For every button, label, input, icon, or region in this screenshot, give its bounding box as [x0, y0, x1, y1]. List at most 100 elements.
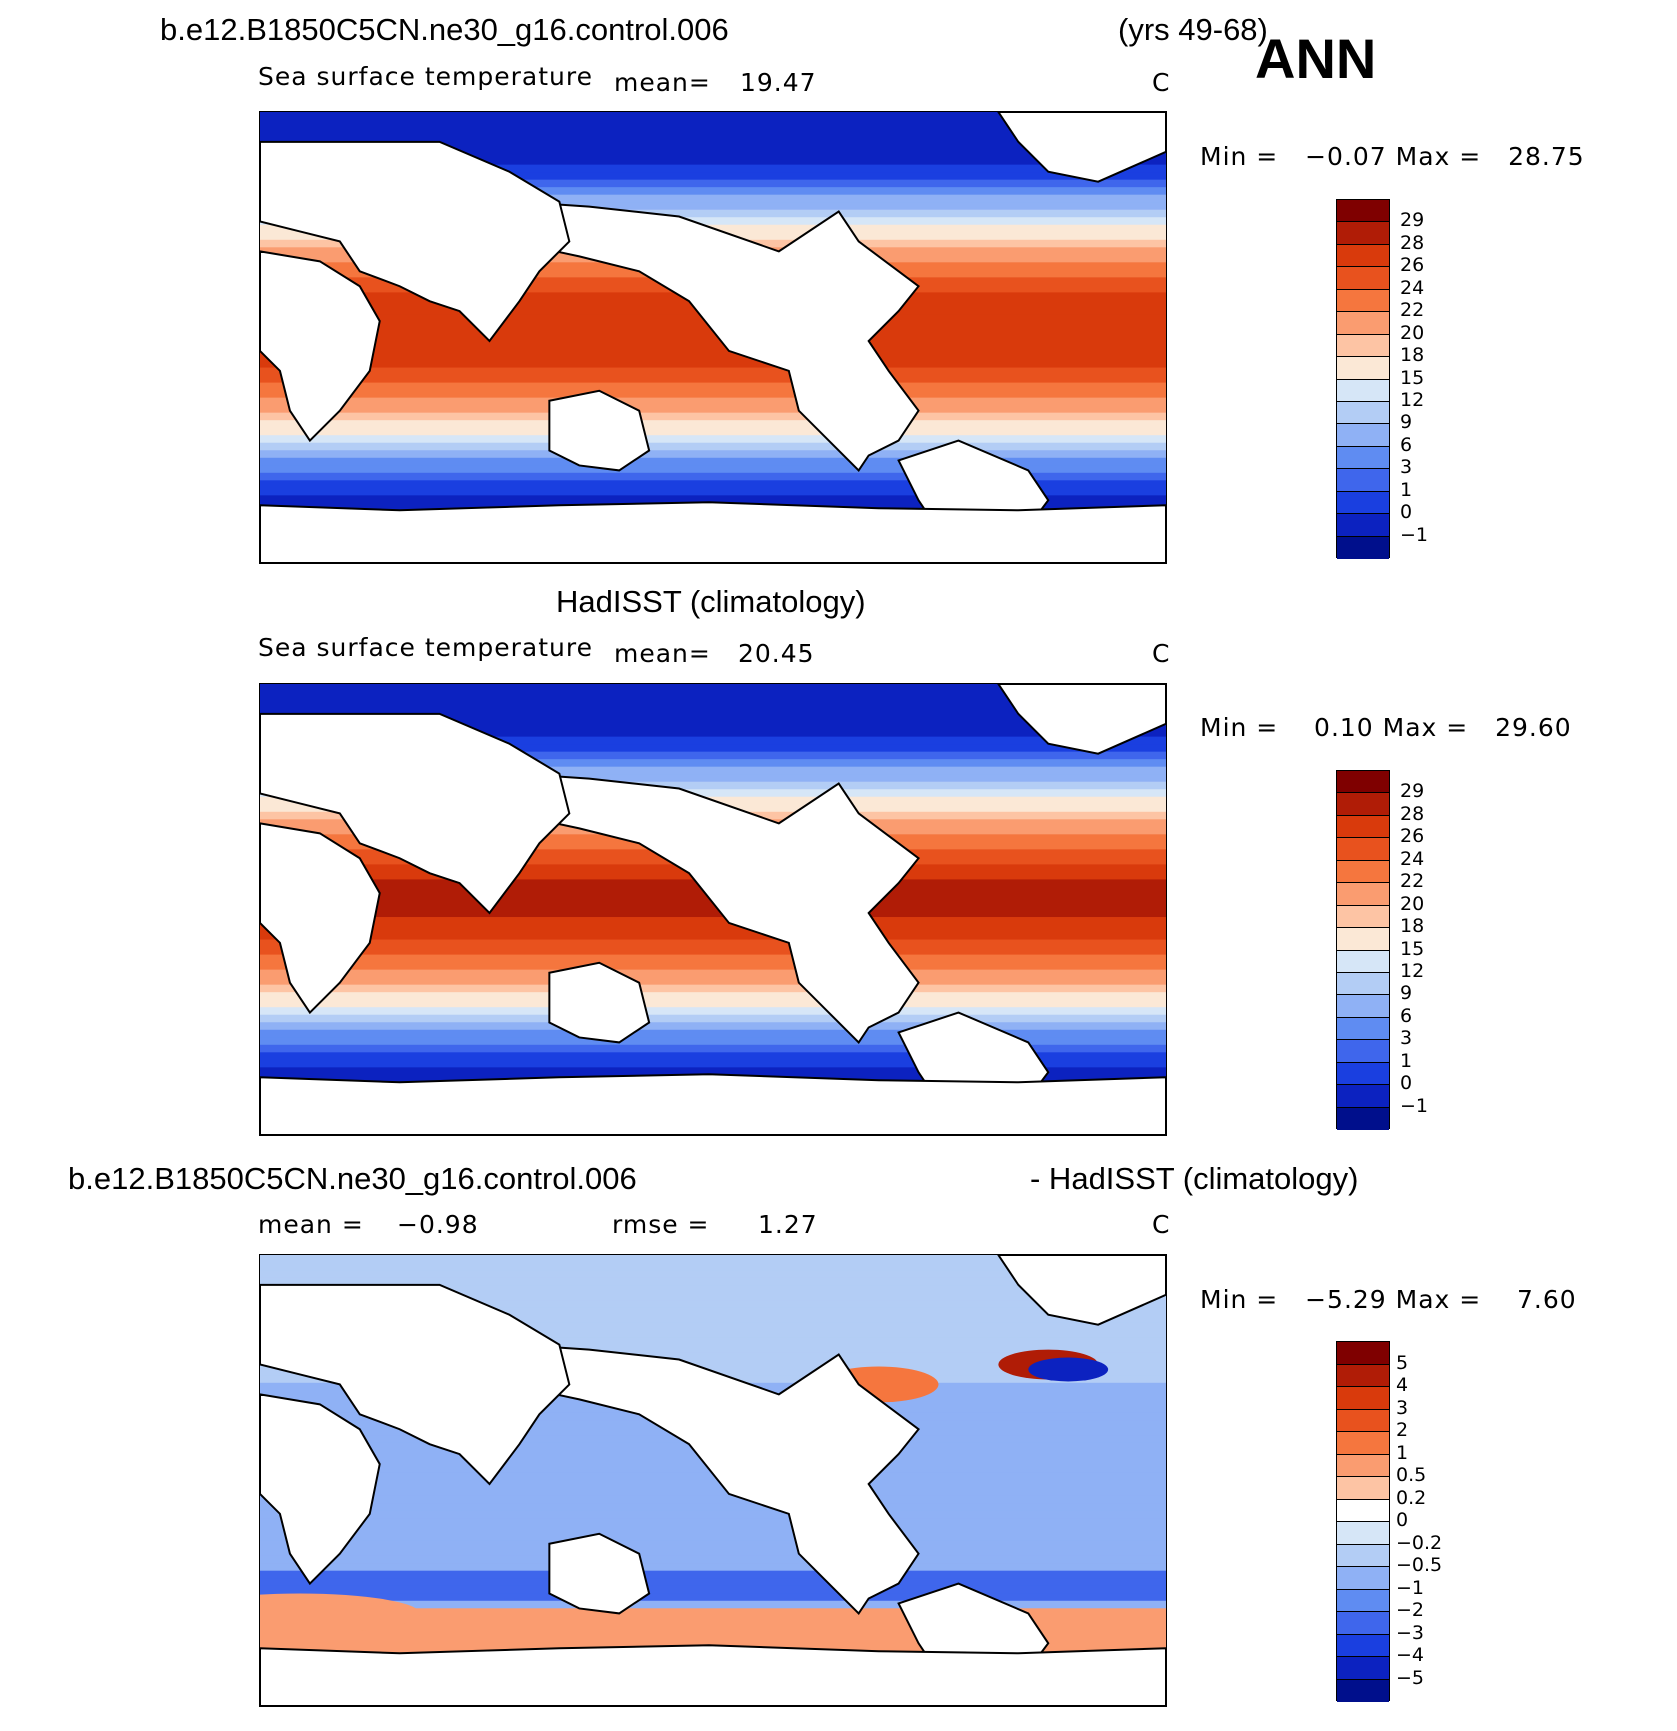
colorbar-swatch	[1337, 200, 1389, 223]
colorbar-tick-label: 29	[1400, 209, 1425, 232]
colorbar-swatch	[1337, 860, 1389, 884]
case-title: b.e12.B1850C5CN.ne30_g16.control.006	[160, 12, 729, 47]
field-band	[260, 142, 1166, 151]
colorbar-tick-label: 9	[1400, 411, 1413, 434]
colorbar-tick-label: 0.5	[1396, 1464, 1427, 1486]
field-band	[260, 1472, 1166, 1482]
colorbar-tick-label: 6	[1400, 1004, 1413, 1027]
panel-diff-mean-label: mean =	[258, 1210, 364, 1239]
colorbar-swatch	[1337, 469, 1389, 492]
colorbar-swatch	[1337, 334, 1389, 358]
colorbar-swatch	[1337, 838, 1389, 861]
colorbar-swatch	[1337, 222, 1389, 245]
field-band	[260, 112, 1166, 121]
field-band	[260, 1285, 1166, 1294]
land-mass	[548, 389, 651, 472]
field-band	[260, 1330, 1166, 1339]
field-band	[260, 924, 1166, 934]
colorbar-tick-label: −0.2	[1396, 1531, 1443, 1554]
field-band	[260, 721, 1166, 731]
field-band	[260, 1570, 1166, 1580]
field-band	[260, 939, 1166, 949]
field-band	[260, 1495, 1166, 1505]
colorbar-tick-label: 22	[1400, 870, 1425, 893]
colorbar-tick-label: 2	[1396, 1419, 1409, 1441]
colorbar-tick-label: 3	[1400, 456, 1413, 479]
colorbar-swatch	[1337, 1477, 1389, 1500]
colorbar-swatch	[1337, 1634, 1389, 1657]
field-band	[260, 1548, 1166, 1557]
colorbar-swatch	[1337, 401, 1389, 425]
field-band	[260, 1044, 1166, 1054]
field-band	[260, 119, 1166, 129]
land-mass	[260, 1393, 381, 1586]
colorbar-tick-label: −3	[1396, 1621, 1425, 1644]
colorbar-diff	[1336, 1341, 1390, 1702]
field-band	[260, 699, 1166, 708]
field-band	[260, 1510, 1166, 1520]
colorbar-tick-label: 1	[1396, 1441, 1409, 1464]
colorbar-swatch	[1337, 928, 1389, 951]
field-band	[260, 1022, 1166, 1031]
land-mass	[997, 112, 1166, 183]
field-band	[260, 420, 1166, 429]
field-band	[260, 1540, 1166, 1550]
field-band	[260, 1067, 1166, 1076]
colorbar-tick-label: 5	[1396, 1351, 1409, 1374]
field-band	[260, 134, 1166, 144]
field-band	[260, 984, 1166, 994]
panel-diff-units: C	[1152, 1210, 1171, 1239]
field-band	[260, 390, 1166, 399]
field-band	[260, 1623, 1166, 1632]
colorbar-swatch	[1337, 1612, 1389, 1635]
field-band	[260, 352, 1166, 362]
field-band	[260, 405, 1166, 414]
panel-diff-minmax: Min = −5.29 Max = 7.60	[1200, 1285, 1577, 1314]
field-band	[260, 1300, 1166, 1309]
panel-model-variable: Sea surface temperature	[258, 62, 593, 91]
map-obs	[259, 683, 1167, 1136]
land-mass	[438, 767, 920, 1044]
field-band	[260, 1292, 1166, 1302]
colorbar-tick-label: 4	[1396, 1374, 1409, 1396]
land-mass	[438, 1338, 920, 1615]
colorbar-swatch	[1337, 379, 1389, 402]
field-band	[260, 179, 1166, 189]
field-band	[260, 375, 1166, 384]
field-band	[260, 345, 1166, 354]
field-band	[260, 751, 1166, 761]
field-band	[260, 1029, 1166, 1039]
field-band	[260, 1337, 1166, 1347]
colorbar-tick-label: 0	[1400, 1072, 1413, 1095]
field-band	[260, 367, 1166, 377]
land-mass	[260, 140, 571, 343]
field-band	[260, 1345, 1166, 1354]
field-band	[260, 1585, 1166, 1595]
colorbar-swatch	[1337, 1040, 1389, 1063]
colorbar-swatch	[1337, 1544, 1389, 1567]
field-band	[260, 736, 1166, 746]
field-band	[260, 450, 1166, 459]
field-band	[260, 194, 1166, 204]
colorbar-swatch	[1337, 514, 1389, 537]
colorbar-swatch	[1337, 1657, 1389, 1680]
colorbar-swatch	[1337, 536, 1389, 559]
field-band	[260, 706, 1166, 716]
season-label: ANN	[1255, 27, 1377, 90]
colorbar-swatch	[1337, 446, 1389, 470]
field-band	[260, 977, 1166, 986]
colorbar-tick-label: 26	[1400, 825, 1425, 848]
field-band	[260, 766, 1166, 776]
colorbar-swatch	[1337, 1085, 1389, 1108]
field-band	[260, 909, 1166, 919]
colorbar-tick-label: 26	[1400, 254, 1425, 277]
colorbar-swatch	[1337, 905, 1389, 929]
colorbar-tick-label: 1	[1400, 1049, 1413, 1072]
panel-obs-minmax: Min = 0.10 Max = 29.60	[1200, 713, 1572, 742]
field-band	[260, 329, 1166, 339]
field-band	[260, 1525, 1166, 1535]
colorbar-swatch	[1337, 1589, 1389, 1612]
colorbar-swatch	[1337, 1567, 1389, 1590]
land-mass	[548, 1532, 651, 1615]
colorbar-tick-label: 28	[1400, 802, 1425, 825]
